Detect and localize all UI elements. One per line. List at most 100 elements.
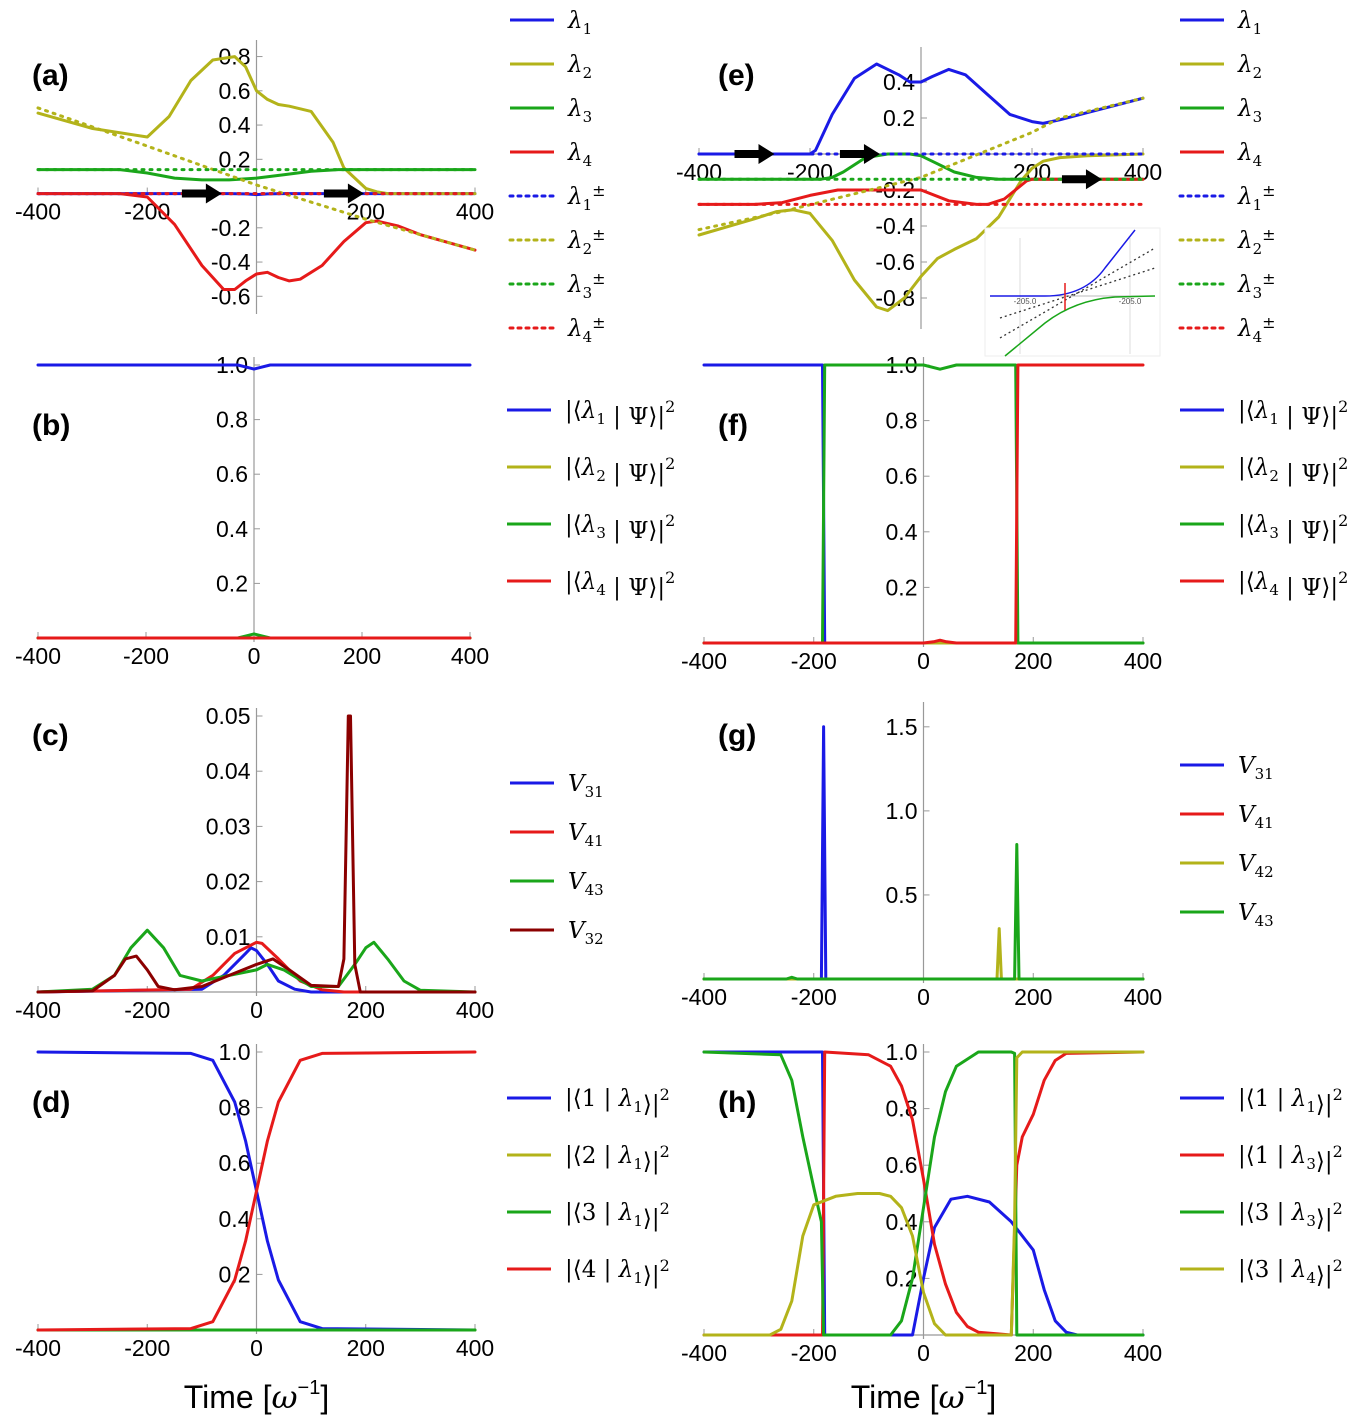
legend-label-close: ⟩| (648, 461, 665, 487)
series-line-3 (702, 1050, 1145, 1337)
legend-label-symbol: 1 (582, 1086, 597, 1112)
panel-label: (a) (32, 59, 69, 92)
legend-label-sub: 3 (1269, 524, 1279, 542)
legend-label-2: λ2 (567, 52, 592, 82)
x-tick-label: 200 (1014, 1340, 1052, 1366)
legend-label-sub: 1 (633, 1155, 643, 1173)
legend-label-symbol: 3 (1255, 1257, 1270, 1283)
inset-tick-label: -205.0 (1119, 297, 1142, 306)
y-tick-label: 1.0 (886, 1039, 918, 1065)
legend-label-symbol: V (1238, 753, 1257, 779)
panel-c: -400 -200 0 200 4000.050.040.030.020.01(c)V3… (15, 703, 604, 1023)
legend-label-open: |⟨ (565, 398, 582, 424)
legend-label-sub: 1 (1269, 410, 1279, 428)
x-tick-label: 200 (347, 997, 385, 1023)
legend-label-close: ⟩| (1316, 1092, 1333, 1118)
legend-label-bar: | (596, 1086, 618, 1112)
y-tick-label: 0.2 (886, 574, 918, 600)
legend-label-symbol: λ (1237, 228, 1253, 254)
x-tick-label: 0 (917, 1340, 930, 1366)
legend: |⟨1 | λ1⟩|2|⟨2 | λ1⟩|2|⟨3 | λ1⟩|2|⟨4 | λ… (507, 1085, 670, 1289)
legend-label-symbol: Ψ (628, 518, 648, 544)
series-line-3 (36, 928, 477, 994)
y-tick-label: 0.6 (886, 1152, 918, 1178)
legend-label-5: λ1± (1237, 181, 1276, 214)
x-axis-title: Time [ω−1] (851, 1377, 997, 1416)
legend-label-sub: 3 (1253, 284, 1263, 302)
legend-label-symbol: λ (1237, 272, 1253, 298)
legend-label-3: |⟨λ3 | Ψ⟩|2 (1238, 511, 1347, 544)
legend-label-sub: 3 (583, 284, 593, 302)
legend-label-close: ⟩| (648, 575, 665, 601)
legend-label-symbol: Ψ (1301, 518, 1321, 544)
x-axis-title-text: Time [ (184, 1379, 272, 1415)
x-tick-label: -200 (123, 643, 169, 669)
y-tick-label: -0.4 (875, 213, 915, 239)
legend-label-2: |⟨1 | λ3⟩|2 (1238, 1142, 1343, 1175)
legend-label-6: λ2± (567, 225, 606, 258)
legend-label-sup: 2 (665, 568, 675, 587)
x-tick-label: 200 (1014, 984, 1052, 1010)
legend-label-open: |⟨ (565, 1086, 582, 1112)
legend-label-bar: | (606, 461, 628, 487)
legend-label-symbol: Ψ (1301, 404, 1321, 430)
legend-label-close: ⟩| (1321, 518, 1338, 544)
legend-label-sub: 43 (1255, 912, 1274, 930)
legend-label-open: |⟨ (565, 1257, 582, 1283)
legend-label-open: |⟨ (1238, 1143, 1255, 1169)
legend-label-1: V31 (568, 771, 604, 801)
legend-label-symbol: λ (618, 1143, 634, 1169)
legend-label-5: λ1± (567, 181, 606, 214)
legend-label-sup: ± (592, 313, 605, 332)
x-axis-title-text: Time [ (851, 1379, 939, 1415)
y-tick-label: 0.6 (886, 463, 918, 489)
legend-label-close: ⟩| (1321, 575, 1338, 601)
legend-label-bar: | (1269, 1086, 1291, 1112)
legend-label-sup: 2 (1333, 1256, 1343, 1275)
panel-label: (b) (32, 409, 70, 442)
legend-label-sup: 2 (1333, 1085, 1343, 1104)
y-tick-label: 0.2 (216, 570, 248, 596)
legend-label-open: |⟨ (1238, 569, 1255, 595)
legend-label-sub: 41 (585, 832, 604, 850)
y-tick-label: 1.0 (219, 1039, 251, 1065)
legend-label-1: |⟨1 | λ1⟩|2 (1238, 1085, 1343, 1118)
legend-label-4: |⟨λ4 | Ψ⟩|2 (1238, 568, 1347, 601)
legend-label-sup: 2 (1338, 397, 1347, 416)
inset-zoom: -205.0 -205.0 (984, 227, 1161, 357)
legend-label-symbol: λ (618, 1086, 634, 1112)
inset-curve-upper (990, 229, 1136, 297)
x-tick-label: 400 (1124, 159, 1162, 185)
x-tick-label: -200 (787, 159, 833, 185)
x-tick-label: -200 (791, 984, 837, 1010)
legend-label-sub: 1 (1253, 196, 1263, 214)
x-tick-label: 200 (343, 643, 381, 669)
legend-label-bar: | (1269, 1200, 1291, 1226)
legend-label-symbol: λ (1237, 184, 1253, 210)
inset-tick-label: -205.0 (1014, 297, 1037, 306)
legend-label-1: |⟨λ1 | Ψ⟩|2 (1238, 397, 1347, 430)
legend-label-4: |⟨3 | λ4⟩|2 (1238, 1256, 1343, 1289)
legend-label-symbol: V (568, 820, 587, 846)
legend-label-symbol: λ (1291, 1200, 1307, 1226)
legend-label-sub: 4 (1306, 1269, 1316, 1287)
legend-label-3: V42 (1238, 851, 1274, 881)
legend-label-sub: 1 (596, 410, 606, 428)
y-tick-label: 0.8 (886, 408, 918, 434)
legend-label-close: ⟩| (643, 1149, 660, 1175)
x-tick-label: -400 (15, 997, 61, 1023)
legend-label-sub: 2 (583, 240, 593, 258)
legend-label-sup: 2 (660, 1085, 670, 1104)
legend-label-2: |⟨λ2 | Ψ⟩|2 (565, 454, 675, 487)
legend-label-3: |⟨λ3 | Ψ⟩|2 (565, 511, 675, 544)
legend-label-symbol: V (568, 771, 587, 797)
panel-label: (h) (718, 1086, 756, 1119)
